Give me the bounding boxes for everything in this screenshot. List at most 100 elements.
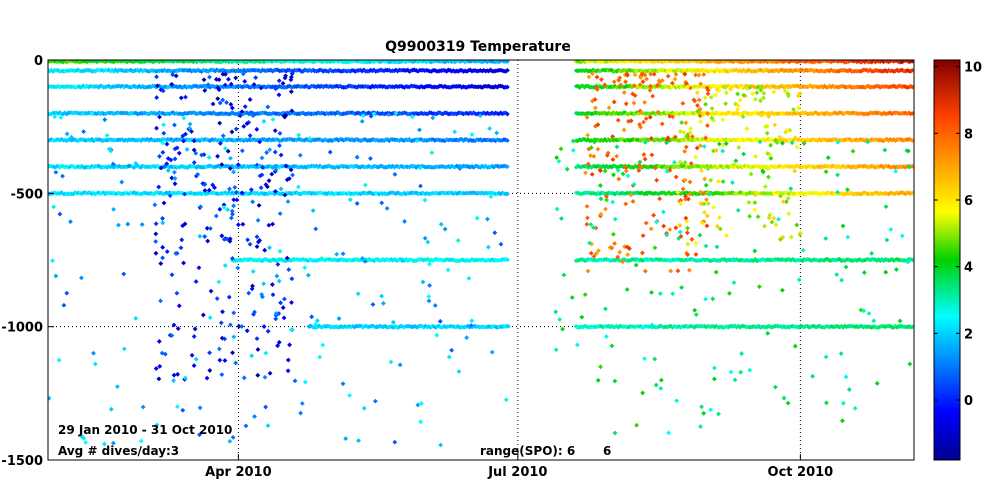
data-point [247, 241, 253, 247]
data-point [87, 67, 93, 73]
data-point [690, 324, 696, 329]
data-point [723, 90, 729, 96]
data-point [358, 164, 363, 170]
data-point [663, 111, 669, 117]
data-point [354, 154, 360, 160]
data-point [202, 88, 208, 93]
data-point [222, 190, 228, 196]
data-point [628, 192, 634, 198]
data-point [653, 382, 659, 388]
data-point [795, 83, 800, 89]
data-point [158, 298, 163, 304]
data-point [155, 111, 161, 116]
data-point [772, 122, 778, 128]
data-point [216, 87, 222, 93]
data-point [227, 238, 233, 244]
data-point [193, 150, 199, 156]
data-point [385, 164, 390, 170]
data-point [244, 121, 250, 126]
data-point [274, 273, 280, 279]
data-point [639, 71, 645, 77]
data-point [758, 98, 763, 104]
data-point [225, 207, 230, 212]
data-point [401, 138, 407, 143]
data-point [614, 68, 620, 74]
data-point [765, 151, 771, 156]
data-point [212, 84, 218, 90]
data-point [153, 231, 159, 237]
data-point [800, 247, 806, 253]
data-point [882, 68, 888, 73]
data-point [246, 191, 252, 197]
data-point [304, 83, 309, 89]
data-point [327, 149, 333, 155]
data-point [264, 150, 270, 155]
data-point [747, 213, 752, 219]
data-point [162, 351, 168, 357]
data-point [676, 236, 682, 241]
data-point [665, 137, 670, 143]
data-point [838, 351, 844, 356]
data-point [609, 164, 615, 170]
data-point [882, 147, 888, 153]
data-point [735, 207, 741, 213]
data-point [430, 115, 436, 121]
data-point [733, 158, 739, 164]
data-point [160, 255, 166, 261]
data-point [153, 250, 159, 256]
data-point [840, 163, 846, 169]
data-point [698, 119, 703, 124]
data-point [92, 361, 98, 367]
data-point [654, 83, 660, 88]
data-point [474, 215, 480, 221]
data-point [287, 190, 292, 196]
data-point [693, 72, 698, 78]
data-point [164, 161, 170, 167]
data-point [598, 168, 603, 174]
data-point [665, 73, 671, 79]
data-point [368, 85, 374, 90]
data-point [109, 67, 115, 73]
data-point [172, 156, 178, 162]
data-point [771, 89, 777, 95]
data-point [302, 84, 308, 90]
data-point [671, 159, 677, 165]
data-point [897, 318, 903, 324]
data-point [626, 118, 631, 124]
data-point [438, 442, 444, 448]
data-point [597, 83, 603, 89]
data-point [286, 267, 292, 272]
data-point [197, 138, 203, 144]
data-point [649, 290, 654, 295]
data-point [243, 423, 249, 429]
data-point [299, 401, 305, 406]
data-point [229, 208, 235, 214]
data-point [708, 177, 714, 183]
data-point [87, 190, 93, 196]
data-point [642, 156, 648, 162]
data-point [686, 111, 692, 116]
data-point [286, 176, 292, 181]
data-point [313, 226, 319, 232]
data-point [174, 404, 180, 409]
data-point [464, 69, 470, 74]
data-point [80, 111, 86, 117]
data-point [297, 152, 303, 158]
data-point [587, 240, 592, 246]
data-point [467, 67, 473, 73]
data-point [621, 90, 627, 95]
data-point [256, 239, 261, 245]
data-point [380, 300, 386, 306]
data-point [248, 85, 254, 90]
data-point [309, 68, 314, 74]
data-point [265, 191, 270, 197]
data-point [845, 187, 850, 193]
data-point [582, 292, 588, 298]
data-point [636, 168, 642, 173]
data-point [700, 112, 706, 118]
data-point [210, 101, 216, 107]
data-point [211, 83, 216, 89]
data-point [640, 325, 645, 330]
data-point [288, 77, 294, 83]
data-point [187, 67, 193, 73]
